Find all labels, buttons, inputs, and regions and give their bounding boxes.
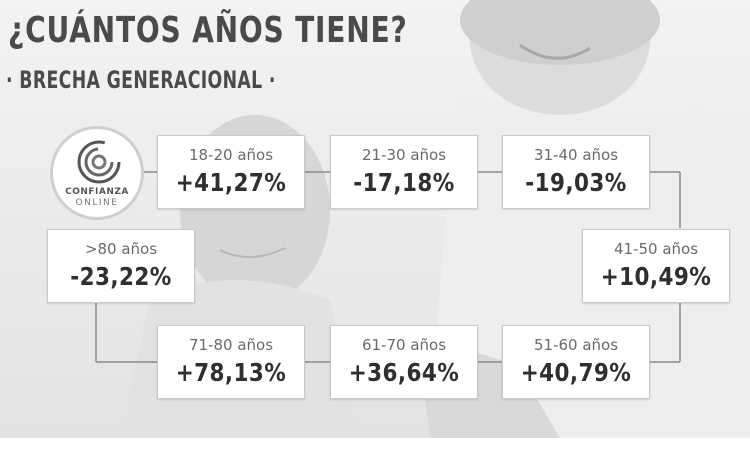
age-range-label: 21-30 años [361,146,447,164]
age-range-label: >80 años [84,240,158,258]
age-card-31-40: 31-40 años -19,03% [502,135,650,209]
logo-text-line2: ONLINE [75,198,119,208]
age-percentage: -23,22% [70,262,172,291]
age-range-label: 61-70 años [361,336,447,354]
age-card-18-20: 18-20 años +41,27% [157,135,305,209]
confianza-online-logo: CONFIANZA ONLINE [50,126,144,220]
logo-text-line1: CONFIANZA [65,187,129,197]
age-percentage: +36,64% [348,358,460,387]
age-card-61-70: 61-70 años +36,64% [330,325,478,399]
bottom-margin [0,438,750,450]
age-range-label: 41-50 años [613,240,699,258]
age-percentage: +10,49% [600,262,712,291]
age-card-21-30: 21-30 años -17,18% [330,135,478,209]
age-card-41-50: 41-50 años +10,49% [582,229,730,303]
age-percentage: -17,18% [353,168,455,197]
age-range-label: 51-60 años [533,336,619,354]
page-title: ¿CUÁNTOS AÑOS TIENE? [8,10,408,51]
age-percentage: +78,13% [175,358,287,387]
age-range-label: 18-20 años [188,146,274,164]
age-range-label: 71-80 años [188,336,274,354]
age-card-51-60: 51-60 años +40,79% [502,325,650,399]
age-percentage: -19,03% [525,168,627,197]
page-subtitle: · BRECHA GENERACIONAL · [6,66,276,94]
age-card-over-80: >80 años -23,22% [47,229,195,303]
age-range-label: 31-40 años [533,146,619,164]
age-percentage: +41,27% [175,168,287,197]
age-percentage: +40,79% [520,358,632,387]
logo-circle-icon [77,140,121,184]
age-card-71-80: 71-80 años +78,13% [157,325,305,399]
